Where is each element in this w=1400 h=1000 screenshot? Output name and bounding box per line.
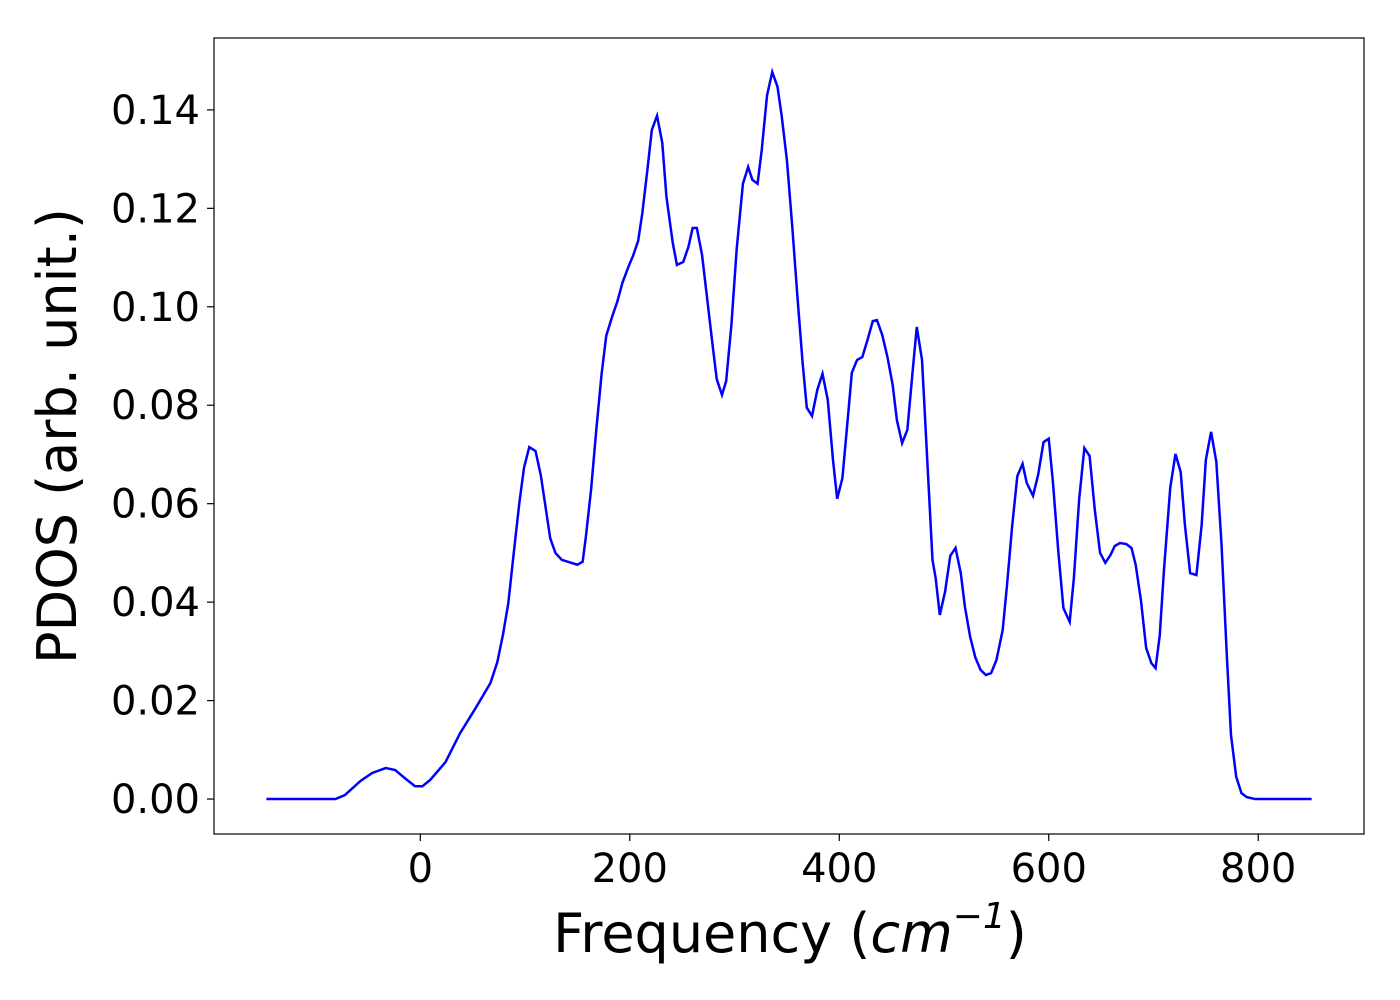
y-tick-label: 0.06 — [111, 482, 200, 528]
data-line — [266, 67, 1312, 801]
y-tick-label: 0.12 — [111, 186, 200, 232]
x-label-text: Frequency ( — [553, 902, 870, 965]
x-tick-label: 200 — [592, 846, 668, 892]
y-tick-label: 0.08 — [111, 383, 200, 429]
x-label-sup: −1 — [953, 896, 1006, 937]
y-tick-label: 0.14 — [111, 88, 200, 134]
x-tick-label: 0 — [408, 846, 433, 892]
x-axis-label: Frequency (cm−1) — [553, 896, 1027, 965]
y-tick-label: 0.10 — [111, 285, 200, 331]
x-tick-label: 600 — [1011, 846, 1087, 892]
x-label-close: ) — [1006, 902, 1027, 965]
y-axis-label: PDOS (arb. unit.) — [26, 208, 89, 664]
y-tick-label: 0.02 — [111, 679, 200, 725]
x-tick-label: 800 — [1220, 846, 1296, 892]
y-tick-label: 0.00 — [111, 777, 200, 823]
x-tick-label: 400 — [801, 846, 877, 892]
y-tick-label: 0.04 — [111, 580, 200, 626]
plot-frame — [213, 37, 1365, 835]
x-label-math: cm — [870, 902, 952, 965]
